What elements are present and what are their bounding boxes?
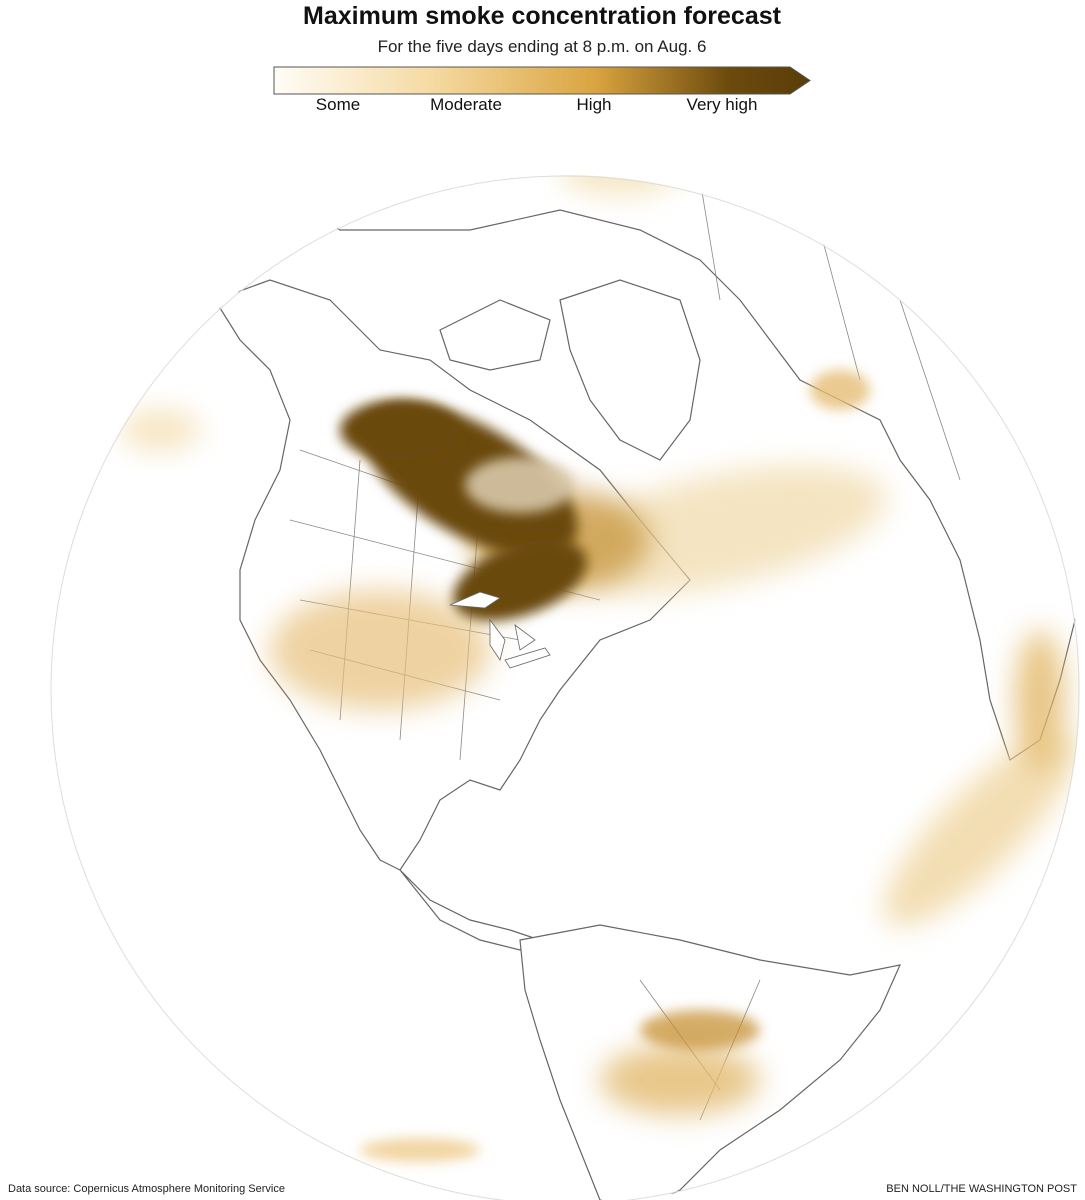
- legend-label: Moderate: [430, 95, 502, 114]
- legend-label: Some: [316, 95, 360, 114]
- arctic-islands: [439, 299, 551, 371]
- central-america: [399, 869, 542, 951]
- title: Maximum smoke concentration forecast: [303, 2, 782, 30]
- subtitle: For the five days ending at 8 p.m. on Au…: [378, 37, 707, 56]
- globe: [50, 175, 1080, 1200]
- legend-label: High: [577, 95, 612, 114]
- great-lakes: [449, 591, 551, 669]
- smoke-layer: [120, 175, 1077, 1162]
- legend: Some Moderate High Very high: [273, 66, 811, 114]
- greenland: [559, 279, 701, 461]
- source: Data source: Copernicus Atmosphere Monit…: [8, 1183, 285, 1195]
- legend-label: Very high: [687, 95, 758, 114]
- credit: BEN NOLL/THE WASHINGTON POST: [886, 1183, 1077, 1195]
- north-america: [214, 279, 691, 871]
- legend-bar: [273, 66, 811, 95]
